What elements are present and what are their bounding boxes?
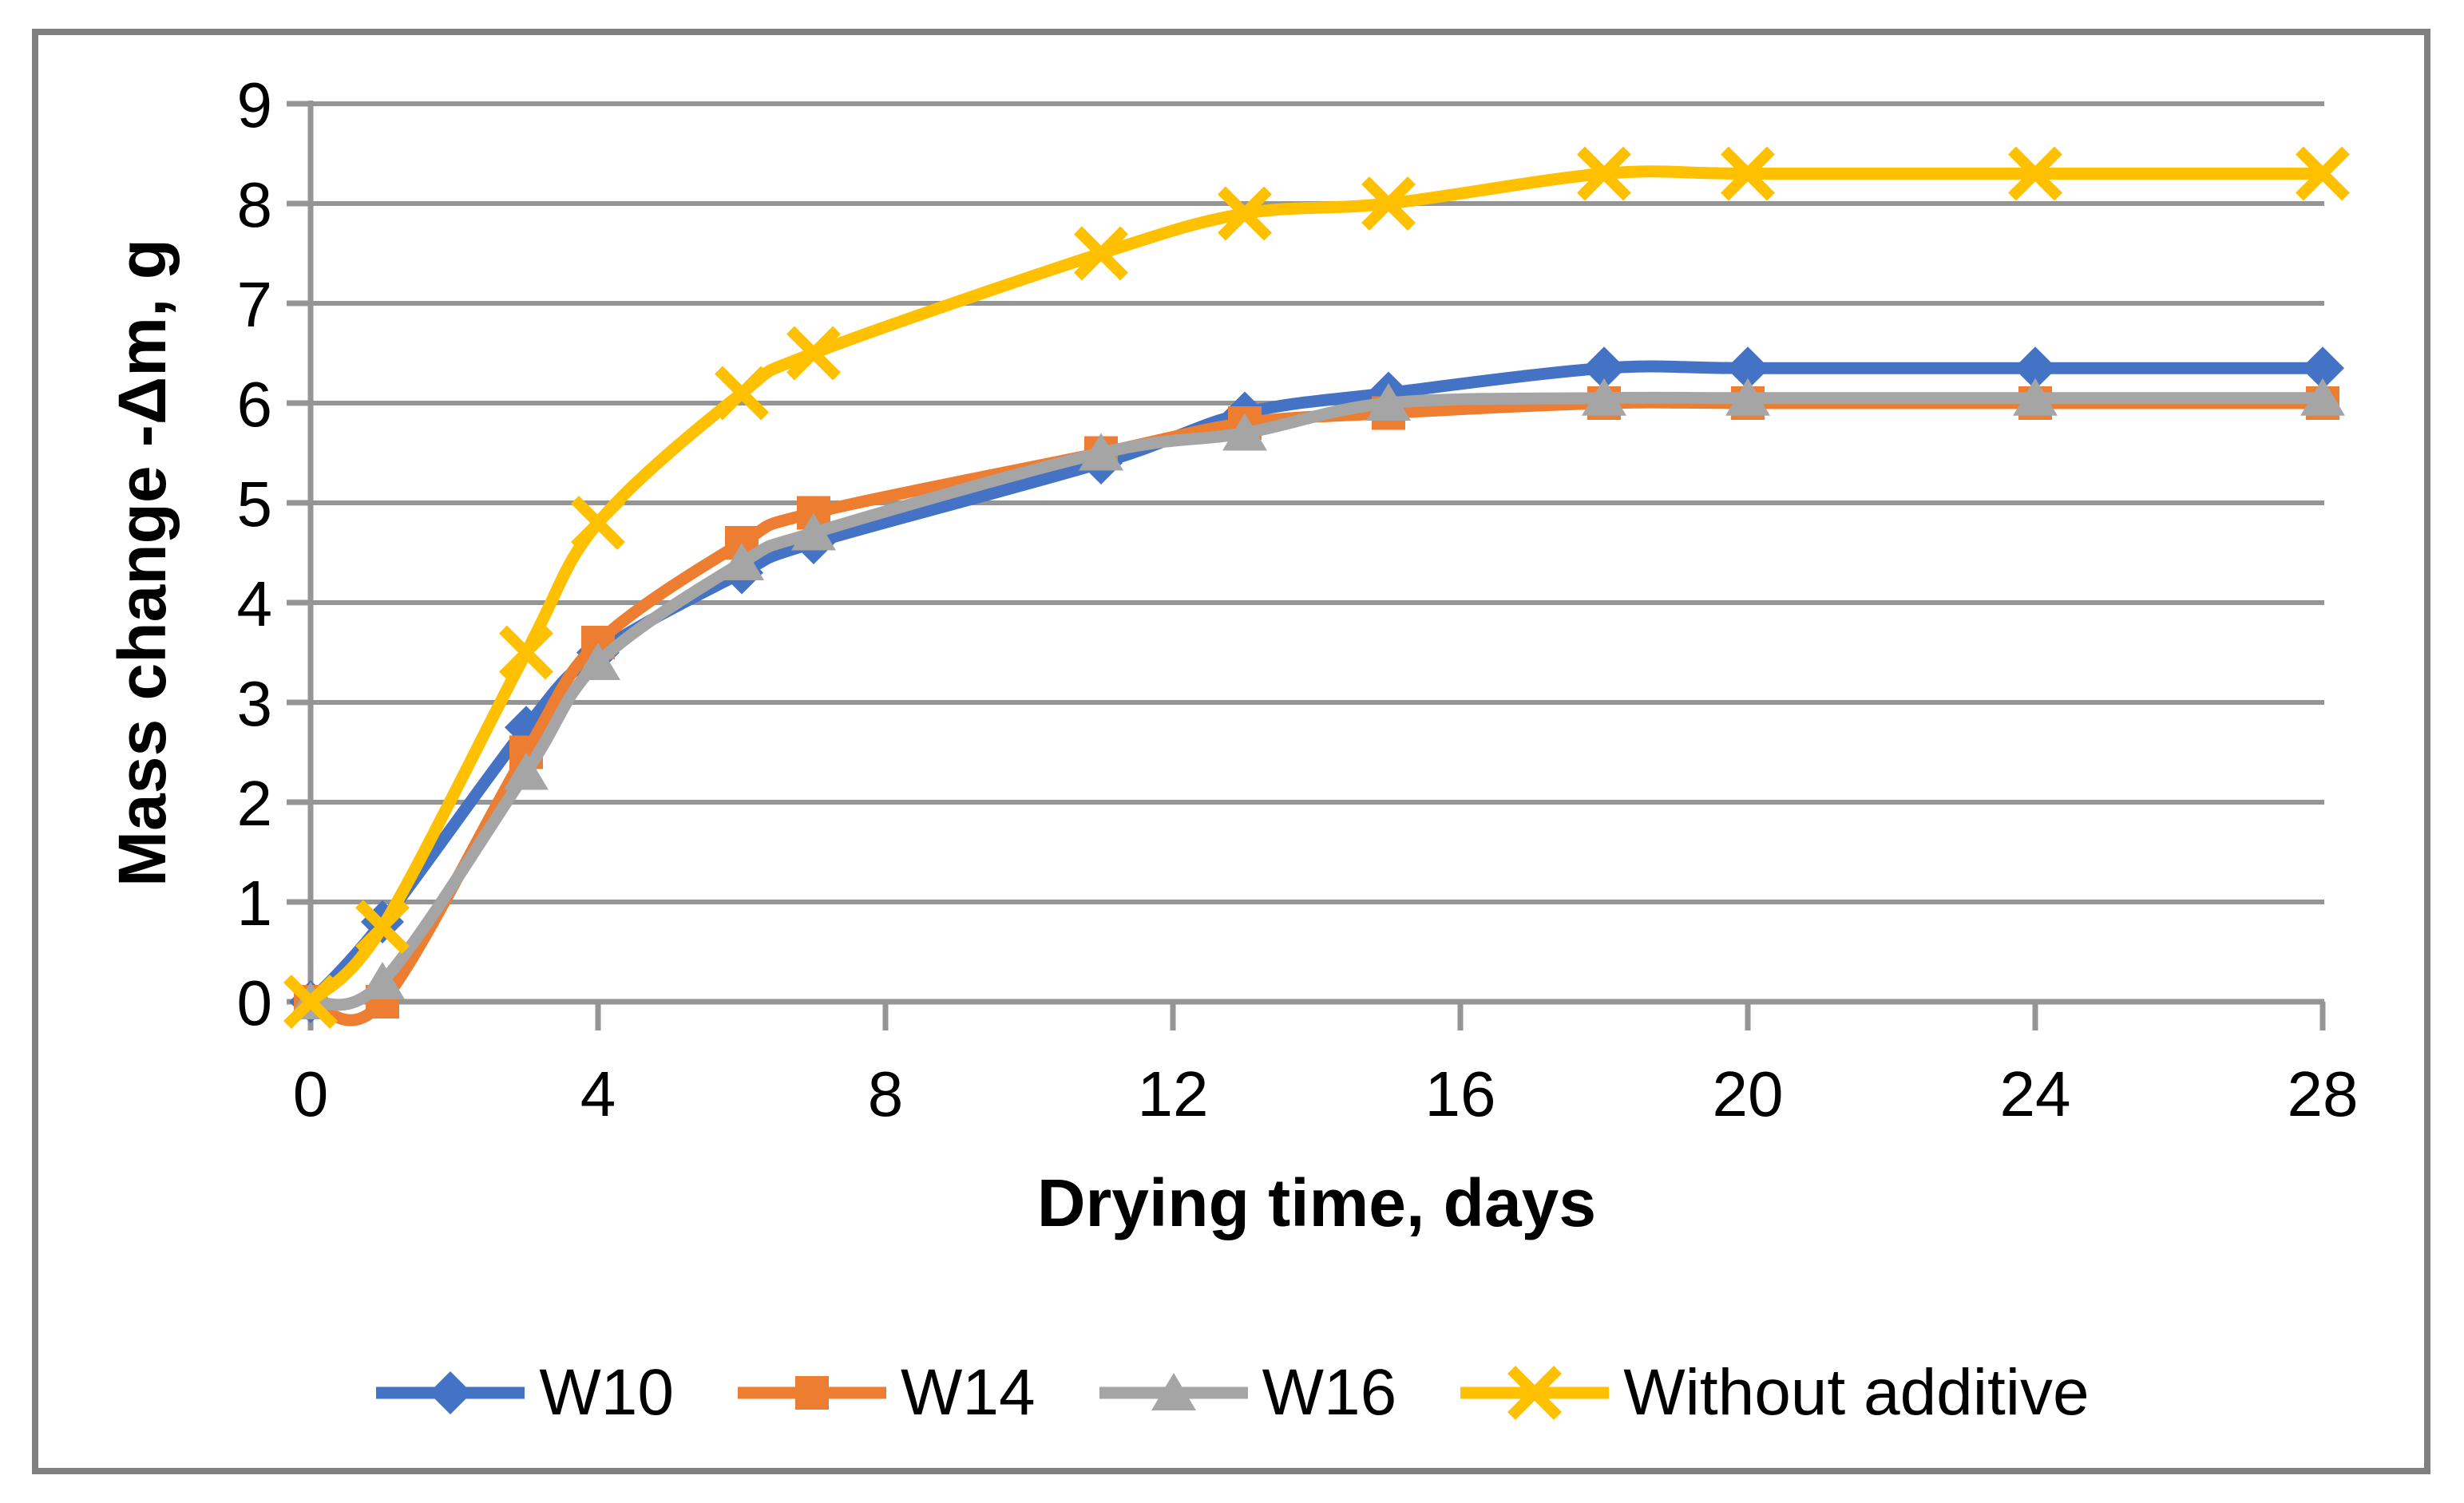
x-marker-icon: [283, 975, 338, 1029]
legend-key: [737, 1376, 886, 1410]
x-marker-icon: [1577, 146, 1631, 201]
x-tick-label: 0: [293, 1058, 329, 1129]
series-without-additive: [283, 146, 2350, 1029]
legend-item-w10: W10: [374, 1355, 674, 1430]
y-tick-label: 6: [237, 369, 273, 440]
x-marker-icon: [355, 900, 410, 955]
series-line: [304, 396, 2329, 1026]
figure-border: [32, 29, 2430, 1474]
legend-key: [1099, 1373, 1248, 1410]
diamond-marker-icon: [1583, 346, 1626, 390]
y-tick-label: 1: [237, 868, 273, 939]
legend-label: W16: [1262, 1356, 1397, 1429]
y-tick-label: 4: [237, 568, 273, 639]
legend-item-w16: W16: [1098, 1355, 1397, 1430]
x-tick-label: 24: [2000, 1058, 2071, 1129]
triangle-marker-icon: [504, 752, 549, 790]
legend-label: W10: [539, 1356, 674, 1429]
x-tick-label: 4: [580, 1058, 616, 1129]
triangle-marker-icon: [719, 543, 764, 580]
x-tick-label: 20: [1713, 1058, 1784, 1129]
x-tick-label: 8: [868, 1058, 904, 1129]
x-marker-icon: [2296, 146, 2350, 201]
axes: [287, 101, 2326, 1030]
legend-item-w14: W14: [736, 1355, 1036, 1430]
series-line: [304, 165, 2329, 1008]
diamond-marker-icon: [2014, 346, 2057, 390]
triangle-marker-icon: [1151, 1373, 1196, 1410]
triangle-marker-icon: [2300, 378, 2345, 416]
x-axis-title: Drying time, days: [1036, 1165, 1597, 1240]
x-marker-icon: [1074, 226, 1128, 281]
y-tick-label: 9: [237, 69, 273, 140]
y-tick-label: 8: [237, 169, 273, 240]
x-marker-icon: [1721, 146, 1775, 201]
triangle-marker-icon: [576, 643, 620, 680]
legend: W10 W14 W16 Without additive: [0, 1341, 2464, 1445]
x-marker-icon: [1218, 186, 1272, 241]
diamond-marker-icon: [429, 1371, 473, 1414]
square-marker-icon: [794, 1376, 829, 1410]
triangle-marker-icon: [1725, 378, 1770, 416]
legend-key: [376, 1371, 525, 1414]
triangle-marker-icon: [2013, 378, 2058, 416]
triangle-marker-icon: [1222, 413, 1267, 451]
y-tick-label: 0: [237, 967, 273, 1038]
y-tick-label: 5: [237, 469, 273, 540]
triangle-marker-icon: [791, 512, 836, 551]
triangle-marker-icon: [1366, 383, 1411, 421]
legend-key: [1460, 1366, 1610, 1420]
x-tick-label: 16: [1425, 1058, 1496, 1129]
diamond-marker-icon: [1726, 346, 1769, 390]
y-tick-label: 2: [237, 768, 273, 839]
y-tick-label: 3: [237, 668, 273, 739]
x-marker-icon: [1361, 176, 1416, 231]
series-line: [304, 360, 2329, 1008]
x-tick-label: 28: [2288, 1058, 2359, 1129]
x-tick-label: 12: [1138, 1058, 1209, 1129]
series-w16: [288, 378, 2345, 1019]
legend-label: W14: [900, 1356, 1036, 1429]
x-marker-icon: [715, 366, 769, 421]
x-marker-icon: [2008, 146, 2062, 201]
x-marker-icon: [786, 326, 841, 381]
series-w10: [289, 346, 2344, 1023]
y-axis-title: Mass change -Δm, g: [105, 239, 180, 887]
x-marker-icon: [571, 496, 625, 550]
triangle-marker-icon: [1582, 378, 1626, 416]
x-marker-icon: [1507, 1366, 1563, 1420]
triangle-marker-icon: [360, 962, 405, 999]
diamond-marker-icon: [2301, 346, 2344, 390]
legend-item-without-additive: Without additive: [1459, 1355, 2090, 1430]
x-marker-icon: [499, 625, 553, 680]
y-tick-label: 7: [237, 269, 273, 340]
legend-label: Without additive: [1623, 1356, 2090, 1429]
triangle-marker-icon: [1079, 433, 1123, 471]
